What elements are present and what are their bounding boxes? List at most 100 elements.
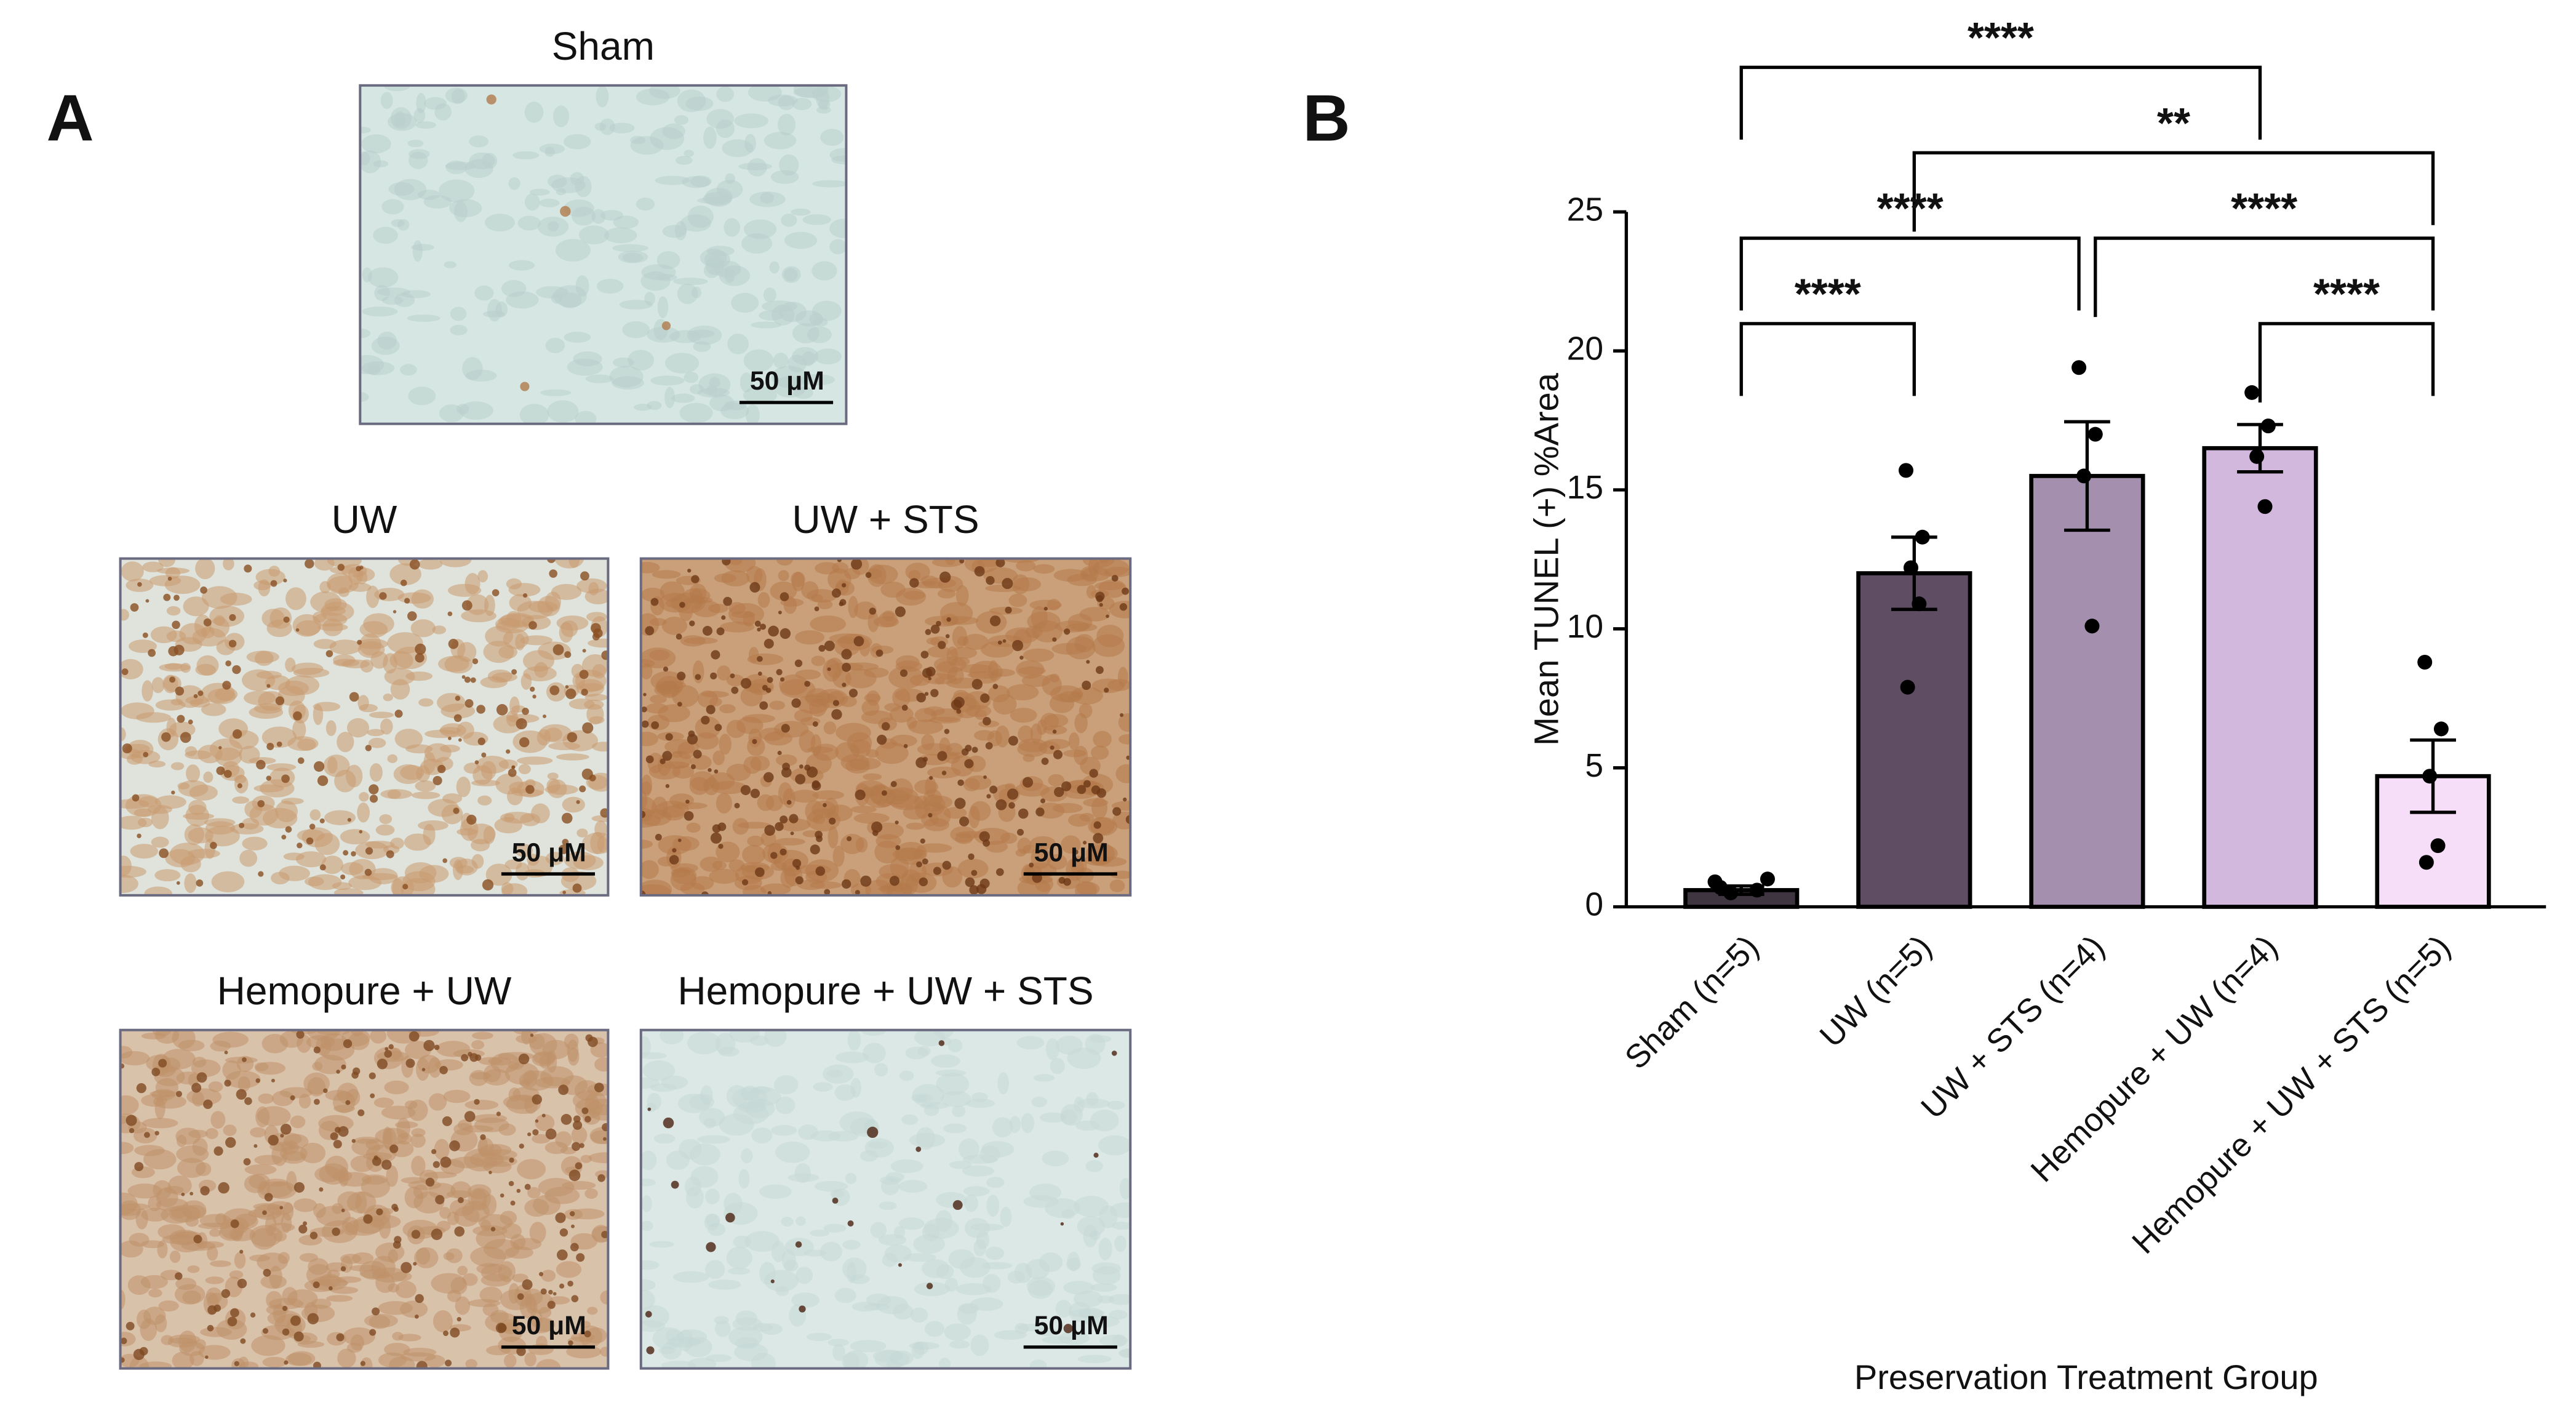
- stain: [989, 615, 1001, 626]
- texture: [770, 170, 799, 184]
- stain: [568, 1340, 573, 1346]
- stain: [752, 739, 757, 745]
- sig-label: ****: [2313, 270, 2380, 318]
- stain: [765, 687, 772, 693]
- texture: [151, 677, 165, 694]
- stain: [433, 775, 442, 786]
- stain: [384, 1050, 393, 1058]
- stain: [519, 1143, 524, 1149]
- stain: [895, 820, 899, 825]
- texture: [690, 175, 712, 188]
- texture: [465, 573, 481, 594]
- texture: [775, 1141, 810, 1163]
- stain: [290, 1315, 301, 1326]
- stain: [564, 651, 572, 658]
- texture: [500, 812, 535, 824]
- texture: [676, 156, 693, 165]
- stain: [511, 765, 516, 769]
- stain: [945, 634, 950, 639]
- stain: [1011, 639, 1024, 652]
- stain: [1111, 575, 1119, 582]
- texture: [184, 873, 197, 894]
- texture: [684, 372, 699, 383]
- stain: [213, 1146, 223, 1156]
- texture: [594, 820, 608, 838]
- texture: [697, 1135, 730, 1144]
- sig-bracket: [1739, 322, 1916, 396]
- texture: [591, 209, 606, 224]
- texture: [520, 673, 532, 690]
- texture: [704, 188, 733, 207]
- data-point: [2418, 855, 2434, 870]
- scale-label: 50 μM: [512, 838, 586, 867]
- stain: [336, 1333, 345, 1342]
- texture: [508, 583, 541, 597]
- stain: [677, 838, 682, 843]
- texture: [208, 1081, 223, 1092]
- stain: [889, 876, 900, 886]
- stain: [370, 1093, 375, 1099]
- stain: [567, 1280, 573, 1287]
- texture: [524, 1352, 536, 1367]
- texture: [653, 1133, 676, 1144]
- texture: [564, 332, 591, 343]
- texture: [935, 677, 945, 684]
- stain: [293, 1182, 305, 1193]
- texture: [375, 824, 395, 836]
- texture: [973, 1239, 987, 1257]
- texture: [757, 794, 775, 811]
- texture: [719, 1113, 754, 1136]
- stain: [454, 1226, 465, 1237]
- stain: [415, 653, 425, 663]
- texture: [764, 132, 797, 150]
- texture: [210, 1111, 226, 1129]
- stain: [175, 1272, 183, 1280]
- texture: [313, 702, 341, 711]
- texture: [791, 790, 819, 803]
- texture: [655, 274, 677, 281]
- scale-label: 50 μM: [1034, 1311, 1109, 1340]
- texture: [1090, 1283, 1117, 1292]
- texture: [685, 1186, 704, 1209]
- stain: [242, 1057, 247, 1062]
- y-axis-label: Mean TUNEL (+) %Area: [1527, 372, 1566, 746]
- texture: [229, 1270, 244, 1279]
- texture: [1051, 642, 1087, 655]
- image-border: [119, 1028, 610, 1370]
- texture: [541, 1270, 556, 1282]
- texture: [255, 1106, 270, 1127]
- texture: [360, 391, 369, 402]
- stain: [1089, 769, 1098, 778]
- stain: [786, 799, 792, 805]
- texture: [587, 1307, 598, 1315]
- stain: [381, 1159, 392, 1170]
- texture: [892, 847, 923, 862]
- texture: [321, 855, 343, 875]
- stain: [641, 720, 649, 728]
- stain: [749, 582, 760, 593]
- texture: [181, 1200, 207, 1220]
- texture: [390, 838, 404, 849]
- stain: [1040, 798, 1046, 804]
- stain: [1096, 666, 1104, 674]
- stain: [829, 817, 836, 825]
- stain: [831, 709, 842, 720]
- image-title: Sham: [552, 24, 655, 68]
- texture: [416, 93, 426, 113]
- stain: [391, 1204, 398, 1211]
- texture: [1047, 599, 1061, 611]
- texture: [823, 1223, 847, 1233]
- stain: [718, 844, 724, 849]
- texture: [154, 1097, 165, 1119]
- stain: [296, 1030, 305, 1039]
- texture: [179, 623, 207, 645]
- stain: [379, 592, 387, 600]
- stain: [928, 813, 933, 818]
- sig-bracket: [1739, 65, 2262, 140]
- texture: [771, 1241, 786, 1263]
- texture: [223, 558, 234, 570]
- texture: [806, 1332, 832, 1341]
- texture: [910, 1307, 928, 1323]
- stain: [400, 579, 407, 586]
- texture: [1089, 1035, 1112, 1043]
